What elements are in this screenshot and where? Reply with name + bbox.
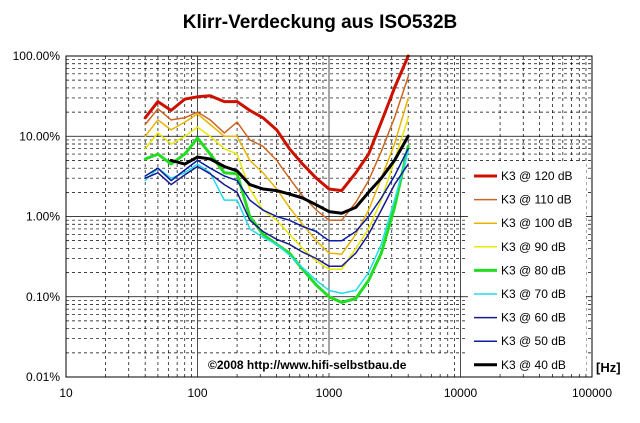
- x-axis: 10 100 1000 10000 100000: [59, 386, 612, 400]
- legend-label: K3 @ 70 dB: [501, 287, 566, 301]
- legend-entries: K3 @ 120 dB K3 @ 110 dB K3 @ 100 dB K3 @ 90…: [474, 169, 573, 372]
- data-series: [143, 54, 410, 304]
- plot-border: [65, 55, 593, 378]
- series-line: [144, 147, 409, 242]
- x-tick-label: 10000: [444, 386, 478, 400]
- y-tick-label: 1.00%: [26, 210, 60, 224]
- legend-label: K3 @ 120 dB: [501, 169, 573, 183]
- series-line: [144, 117, 409, 271]
- series-line: [144, 76, 409, 221]
- x-tick-label: 10: [59, 386, 73, 400]
- series-line: [144, 97, 409, 255]
- copyright-background: [202, 355, 454, 373]
- legend-label: K3 @ 60 dB: [501, 311, 566, 325]
- y-axis: 0.01% 0.10% 1.00% 10.00% 100.00%: [13, 49, 61, 384]
- legend-label: K3 @ 110 dB: [501, 193, 572, 207]
- legend-label: K3 @ 80 dB: [501, 263, 566, 277]
- y-tick-label: 10.00%: [19, 129, 60, 143]
- series-line: [144, 150, 409, 295]
- legend-label: K3 @ 100 dB: [501, 216, 573, 230]
- y-tick-label: 0.10%: [26, 290, 60, 304]
- x-tick-label: 1000: [316, 386, 343, 400]
- legend-label: K3 @ 90 dB: [501, 240, 566, 254]
- series-line: [169, 134, 410, 215]
- x-tick-label: 100000: [572, 386, 612, 400]
- legend-label: K3 @ 40 dB: [501, 358, 566, 372]
- series-line: [144, 163, 409, 267]
- x-tick-label: 100: [187, 386, 207, 400]
- legend-label: K3 @ 50 dB: [501, 334, 566, 348]
- series-line: [143, 54, 410, 193]
- copyright-notice: ©2008 http://www.hifi-selbstbau.de: [208, 358, 407, 372]
- y-tick-label: 0.01%: [26, 370, 60, 384]
- y-tick-label: 100.00%: [13, 49, 61, 63]
- x-axis-unit: [Hz]: [596, 360, 621, 375]
- chart-title: Klirr-Verdeckung aus ISO532B: [183, 12, 458, 33]
